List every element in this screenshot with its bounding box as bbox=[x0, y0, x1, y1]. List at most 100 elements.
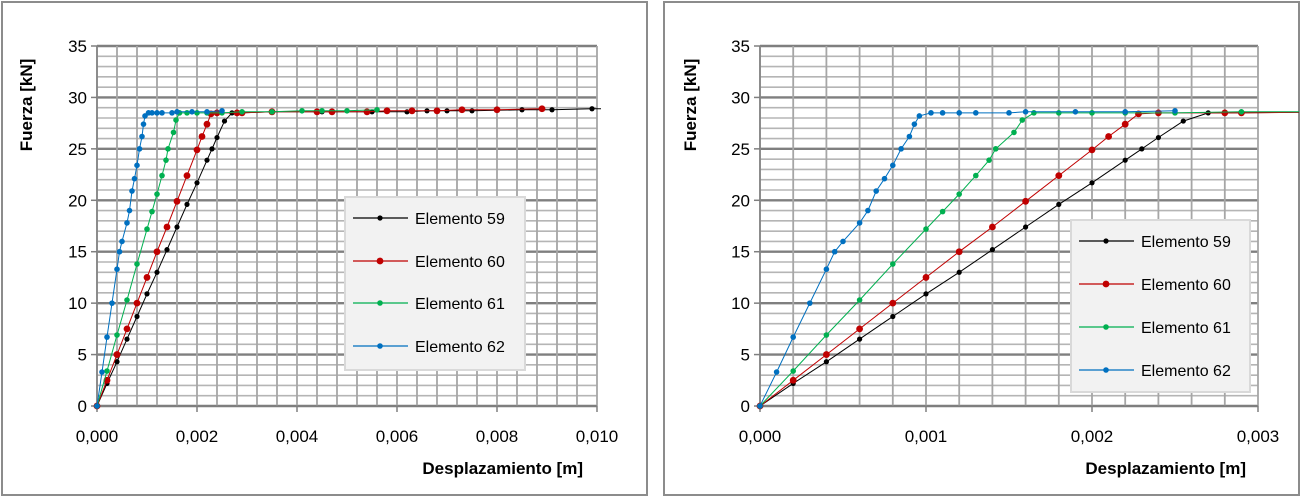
data-point bbox=[144, 291, 150, 297]
data-point bbox=[164, 247, 170, 253]
data-point bbox=[114, 359, 120, 365]
data-point bbox=[313, 108, 321, 116]
legend-marker bbox=[377, 300, 383, 306]
data-point bbox=[173, 117, 179, 123]
x-tick-label: 0,003 bbox=[1237, 427, 1280, 446]
data-point bbox=[928, 110, 934, 116]
data-point bbox=[129, 188, 135, 194]
chart-right: 0 5 10 15 20 25 30 35 0,000 0,001 0,002 0,003 Fuerza… bbox=[663, 1, 1300, 496]
data-point bbox=[134, 261, 140, 267]
data-point bbox=[154, 269, 160, 275]
data-point bbox=[549, 107, 555, 113]
data-point bbox=[856, 220, 863, 226]
data-point bbox=[889, 299, 897, 307]
legend: Elemento 59 Elemento 60 Elemento 61 Element… bbox=[344, 196, 526, 371]
data-point bbox=[383, 107, 391, 115]
data-point bbox=[881, 175, 888, 182]
data-point bbox=[890, 261, 896, 267]
data-point bbox=[1055, 172, 1063, 180]
y-tick-label: 30 bbox=[731, 88, 750, 107]
data-point bbox=[194, 110, 200, 116]
data-point bbox=[143, 274, 151, 281]
legend-marker bbox=[1102, 280, 1110, 288]
data-point bbox=[104, 368, 110, 374]
data-point bbox=[363, 108, 371, 116]
data-point bbox=[124, 297, 130, 303]
data-point bbox=[757, 403, 763, 409]
data-point bbox=[119, 238, 125, 245]
data-point bbox=[163, 157, 169, 163]
data-point bbox=[856, 325, 863, 333]
legend-label: Elemento 61 bbox=[415, 296, 505, 313]
x-tick-label: 0,008 bbox=[476, 427, 519, 446]
data-point bbox=[189, 109, 195, 115]
data-point bbox=[992, 146, 999, 152]
x-tick-label: 0,006 bbox=[376, 427, 419, 446]
legend-label: Elemento 61 bbox=[1141, 320, 1231, 337]
data-point bbox=[973, 172, 979, 179]
data-point bbox=[140, 121, 147, 127]
data-point bbox=[1155, 134, 1161, 141]
data-point bbox=[169, 110, 175, 116]
legend-marker bbox=[1103, 238, 1109, 244]
data-point bbox=[114, 266, 120, 273]
data-point bbox=[184, 110, 190, 116]
data-point bbox=[469, 108, 475, 114]
data-point bbox=[113, 351, 121, 358]
data-point bbox=[233, 109, 241, 117]
data-point bbox=[139, 133, 145, 140]
data-point bbox=[159, 110, 165, 116]
legend-marker bbox=[376, 257, 384, 265]
data-point bbox=[1056, 110, 1062, 116]
data-point bbox=[344, 108, 350, 114]
legend-label: Elemento 62 bbox=[1141, 363, 1231, 380]
x-tick-label: 0,002 bbox=[176, 427, 219, 446]
data-point bbox=[149, 208, 155, 215]
data-point bbox=[773, 369, 780, 375]
data-point bbox=[823, 332, 830, 338]
data-point bbox=[789, 376, 797, 384]
series-line-elemento-61 bbox=[759, 111, 1299, 407]
legend-marker bbox=[1103, 367, 1109, 373]
data-point bbox=[1172, 108, 1178, 114]
y-tick-label: 20 bbox=[731, 191, 750, 210]
y-tick-label: 25 bbox=[68, 140, 87, 159]
legend-box bbox=[1070, 219, 1251, 393]
y-tick-label: 15 bbox=[68, 243, 87, 262]
data-point bbox=[986, 157, 992, 163]
data-point bbox=[1105, 133, 1112, 140]
y-tick-label: 15 bbox=[731, 243, 750, 262]
y-axis-title: Fuerza [kN] bbox=[17, 59, 36, 152]
data-point bbox=[1056, 201, 1062, 207]
data-point bbox=[1019, 117, 1026, 123]
data-point bbox=[956, 191, 962, 197]
x-tick-label: 0,000 bbox=[739, 427, 782, 446]
data-point bbox=[133, 299, 141, 307]
data-point bbox=[840, 238, 846, 245]
data-point bbox=[1006, 110, 1012, 116]
data-point bbox=[433, 107, 441, 115]
data-point bbox=[1022, 109, 1029, 115]
data-point bbox=[956, 110, 962, 116]
data-point bbox=[538, 105, 546, 113]
data-point bbox=[319, 108, 325, 114]
y-tick-label: 30 bbox=[68, 88, 87, 107]
data-point bbox=[104, 334, 110, 340]
y-tick-label: 10 bbox=[68, 294, 87, 313]
data-point bbox=[149, 110, 155, 116]
data-point bbox=[857, 336, 863, 342]
data-point bbox=[1121, 120, 1129, 128]
x-tick-label: 0,002 bbox=[1071, 427, 1114, 446]
data-point bbox=[923, 226, 929, 232]
data-point bbox=[790, 334, 796, 340]
data-point bbox=[856, 297, 863, 303]
data-point bbox=[154, 191, 160, 197]
series-group bbox=[93, 105, 601, 410]
data-point bbox=[956, 269, 962, 275]
data-point bbox=[126, 207, 133, 214]
y-tick-label: 0 bbox=[741, 397, 750, 416]
data-point bbox=[174, 224, 180, 230]
data-point bbox=[153, 248, 161, 256]
data-point bbox=[124, 220, 130, 226]
